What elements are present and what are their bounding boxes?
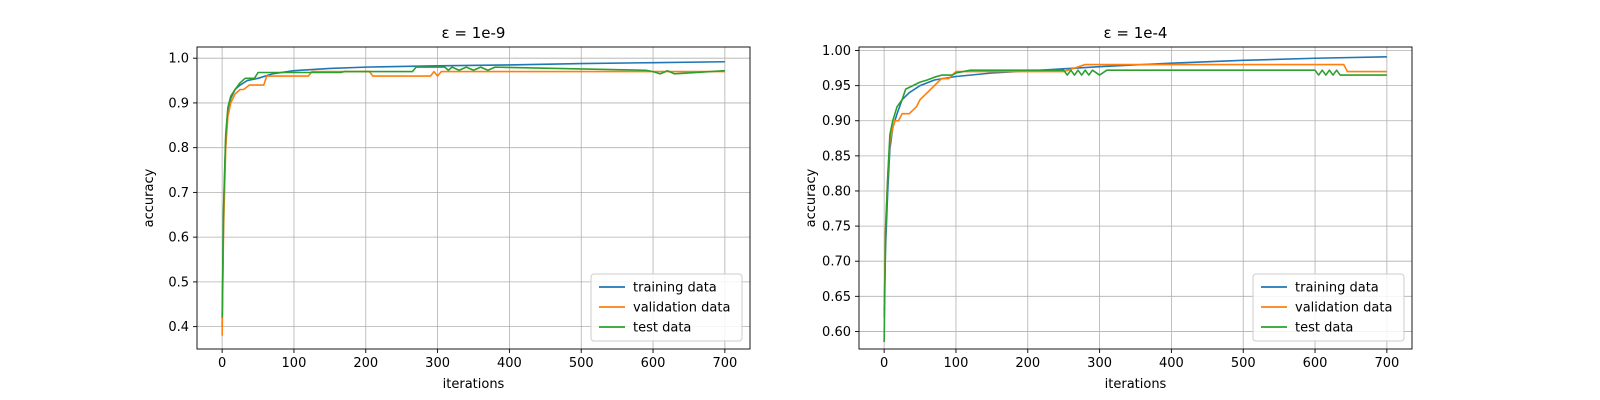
x-tick-label: 200 [1015, 356, 1040, 371]
x-tick-label: 400 [1159, 356, 1184, 371]
legend-label: validation data [1295, 301, 1392, 316]
grid [859, 47, 1412, 349]
y-tick-label: 0.65 [822, 290, 851, 305]
chart-panel-left: 0 100 200 300 400 500 600 700 0.4 0.5 0.6 0.7 0.8 0.9… [142, 24, 751, 392]
y-axis-label: accuracy [142, 168, 157, 227]
x-tick-label: 500 [569, 356, 594, 371]
series-group [221, 60, 725, 336]
x-tick-label: 400 [497, 356, 522, 371]
legend-label: training data [633, 281, 717, 296]
x-tick-label: 700 [1374, 356, 1399, 371]
y-tick-label: 0.6 [168, 231, 189, 246]
series-line-test-data [221, 66, 725, 318]
y-tick-label: 0.4 [168, 320, 189, 335]
y-tick-label: 0.8 [168, 141, 189, 156]
y-tick-label: 0.85 [822, 149, 851, 164]
x-tick-label: 0 [218, 356, 226, 371]
legend-label: training data [1295, 281, 1379, 296]
x-axis-label: iterations [1105, 377, 1167, 392]
legend: training data validation data test data [590, 273, 743, 342]
series-group [883, 56, 1387, 342]
y-tick-label: 0.70 [822, 255, 851, 270]
x-tick-label: 700 [712, 356, 737, 371]
axes-frame [858, 46, 1413, 350]
y-tick-label: 1.00 [822, 44, 851, 59]
x-tick-label: 600 [1303, 356, 1328, 371]
legend-box [590, 273, 743, 342]
y-tick-label: 0.95 [822, 79, 851, 94]
x-tick-label: 100 [282, 356, 307, 371]
legend-label: test data [1295, 321, 1353, 336]
series-line-validation-data [221, 70, 725, 336]
x-axis-label: iterations [443, 377, 505, 392]
y-tick-label: 0.90 [822, 114, 851, 129]
chart-panel-right: 0 100 200 300 400 500 600 700 0.60 0.65 0.70 0.75 0.… [804, 24, 1413, 392]
axes-frame [196, 46, 751, 350]
y-tick-label: 0.60 [822, 325, 851, 340]
series-line-test-data [883, 69, 1387, 342]
x-tick-label: 300 [1087, 356, 1112, 371]
y-tick-label: 0.75 [822, 220, 851, 235]
chart-title: ε = 1e-9 [442, 24, 506, 42]
chart-title: ε = 1e-4 [1104, 24, 1168, 42]
x-tick-label: 200 [353, 356, 378, 371]
x-tick-label: 100 [944, 356, 969, 371]
y-tick-label: 0.7 [168, 186, 189, 201]
y-axis-label: accuracy [804, 168, 819, 227]
x-tick-label: 0 [880, 356, 888, 371]
y-tick-label: 0.80 [822, 184, 851, 199]
legend-box [1252, 273, 1405, 342]
legend: training data validation data test data [1252, 273, 1405, 342]
y-tick-label: 1.0 [168, 52, 189, 67]
y-tick-label: 0.9 [168, 96, 189, 111]
y-tick-label: 0.5 [168, 275, 189, 290]
legend-label: test data [633, 321, 691, 336]
x-tick-label: 300 [425, 356, 450, 371]
legend-label: validation data [633, 301, 730, 316]
x-tick-label: 500 [1231, 356, 1256, 371]
series-line-validation-data [883, 63, 1387, 318]
x-tick-label: 600 [641, 356, 666, 371]
